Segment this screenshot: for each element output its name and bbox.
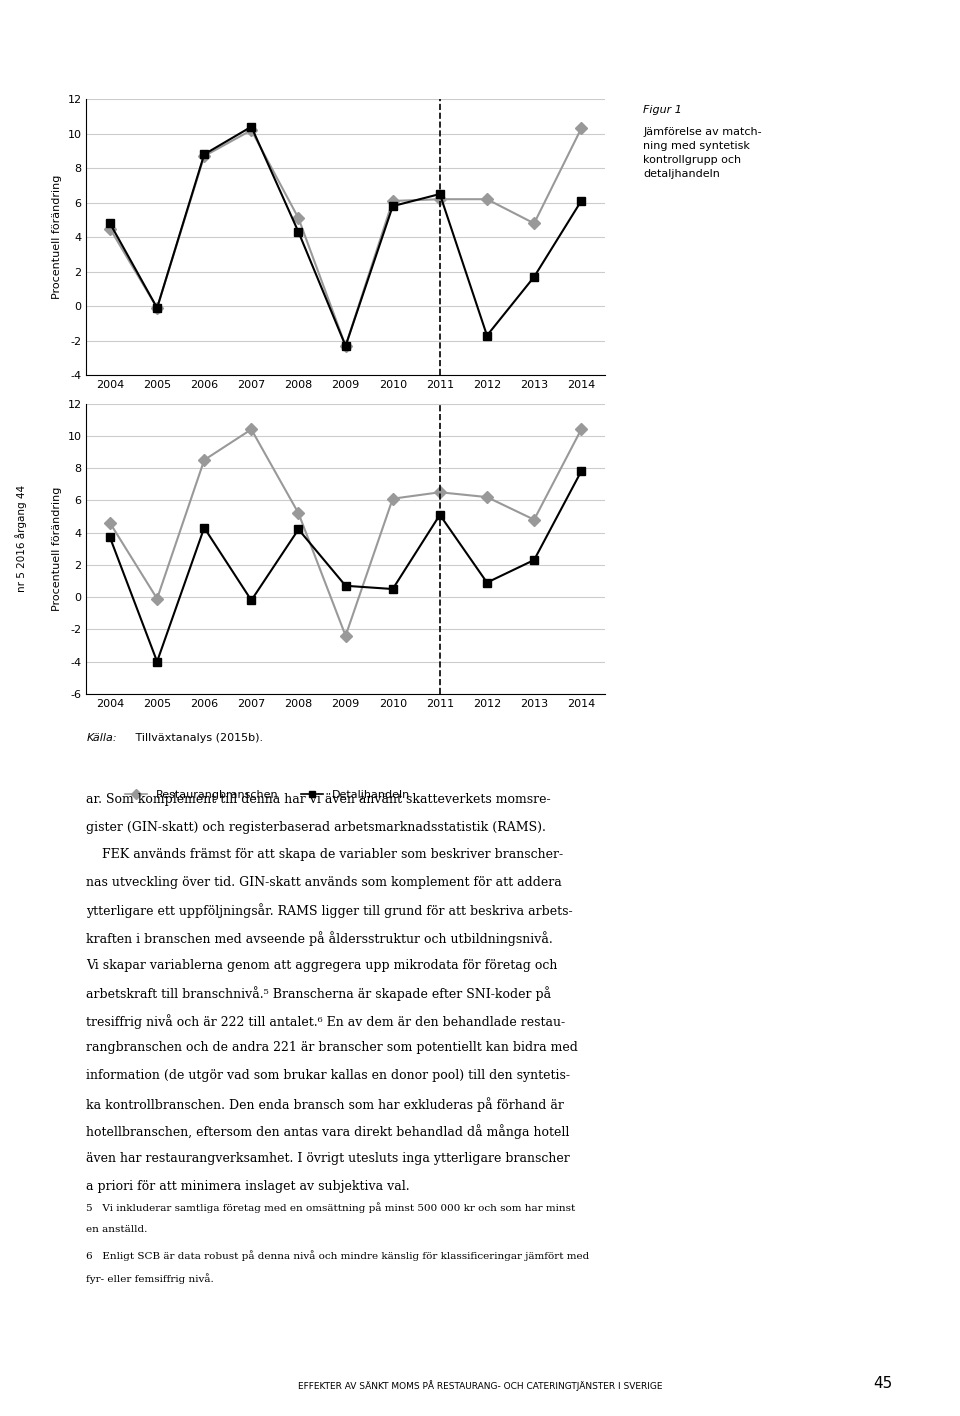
Text: nr 5 2016 årgang 44: nr 5 2016 årgang 44	[15, 484, 27, 592]
Text: fyr- eller femsiffrig nivå.: fyr- eller femsiffrig nivå.	[86, 1273, 214, 1284]
Text: hotellbranschen, eftersom den antas vara direkt behandlad då många hotell: hotellbranschen, eftersom den antas vara…	[86, 1124, 570, 1140]
Text: 6   Enligt SCB är data robust på denna nivå och mindre känslig för klassificerin: 6 Enligt SCB är data robust på denna niv…	[86, 1250, 589, 1262]
Text: arbetskraft till branschnivå.⁵ Branscherna är skapade efter SNI-koder på: arbetskraft till branschnivå.⁵ Branscher…	[86, 986, 552, 1001]
Text: nas utveckling över tid. GIN-skatt används som komplement för att addera: nas utveckling över tid. GIN-skatt använ…	[86, 875, 563, 889]
Text: information (de utgör vad som brukar kallas en donor pool) till den syntetis-: information (de utgör vad som brukar kal…	[86, 1069, 570, 1082]
Text: en anställd.: en anställd.	[86, 1225, 148, 1233]
Text: Jämförelse av match-
ning med syntetisk
kontrollgrupp och
detaljhandeln: Jämförelse av match- ning med syntetisk …	[643, 127, 762, 180]
Text: ytterligare ett uppföljningsår. RAMS ligger till grund för att beskriva arbets-: ytterligare ett uppföljningsår. RAMS lig…	[86, 903, 573, 919]
Text: a priori för att minimera inslaget av subjektiva val.: a priori för att minimera inslaget av su…	[86, 1180, 410, 1192]
Text: Tillväxtanalys (2015b).: Tillväxtanalys (2015b).	[132, 733, 264, 743]
Text: gister (GIN-skatt) och registerbaserad arbetsmarknadsstatistik (RAMS).: gister (GIN-skatt) och registerbaserad a…	[86, 821, 546, 834]
Text: FEK används främst för att skapa de variabler som beskriver branscher-: FEK används främst för att skapa de vari…	[86, 848, 564, 861]
Text: kraften i branschen med avseende på åldersstruktur och utbildningsnivå.: kraften i branschen med avseende på ålde…	[86, 932, 553, 946]
Text: även har restaurangverksamhet. I övrigt utesluts inga ytterligare branscher: även har restaurangverksamhet. I övrigt …	[86, 1153, 570, 1165]
Legend: Restaurangbranschen, Detaljhandeln: Restaurangbranschen, Detaljhandeln	[121, 786, 415, 804]
Text: Källa:: Källa:	[86, 733, 117, 743]
Text: rangbranschen och de andra 221 är branscher som potentiellt kan bidra med: rangbranschen och de andra 221 är bransc…	[86, 1042, 578, 1055]
Text: Vi skapar variablerna genom att aggregera upp mikrodata för företag och: Vi skapar variablerna genom att aggreger…	[86, 959, 558, 971]
Text: Figur 1: Figur 1	[643, 105, 682, 115]
Text: ar. Som komplement till denna har vi även använt skatteverkets momsre-: ar. Som komplement till denna har vi äve…	[86, 793, 551, 806]
Text: EFFEKTER AV SÄNKT MOMS PÅ RESTAURANG- OCH CATERINGTJÄNSTER I SVERIGE: EFFEKTER AV SÄNKT MOMS PÅ RESTAURANG- OC…	[298, 1379, 662, 1391]
Text: 45: 45	[874, 1375, 893, 1391]
Legend: Restaurangbranschen, Syntetisk kontrollbranch: Restaurangbranschen, Syntetisk kontrollb…	[108, 456, 460, 474]
Text: ka kontrollbranschen. Den enda bransch som har exkluderas på förhand är: ka kontrollbranschen. Den enda bransch s…	[86, 1096, 564, 1112]
Y-axis label: Procentuell förändring: Procentuell förändring	[52, 487, 61, 610]
Text: tresiffrig nivå och är 222 till antalet.⁶ En av dem är den behandlade restau-: tresiffrig nivå och är 222 till antalet.…	[86, 1014, 565, 1029]
Y-axis label: Procentuell förändring: Procentuell förändring	[52, 176, 61, 299]
Text: 5   Vi inkluderar samtliga företag med en omsättning på minst 500 000 kr och som: 5 Vi inkluderar samtliga företag med en …	[86, 1202, 576, 1214]
